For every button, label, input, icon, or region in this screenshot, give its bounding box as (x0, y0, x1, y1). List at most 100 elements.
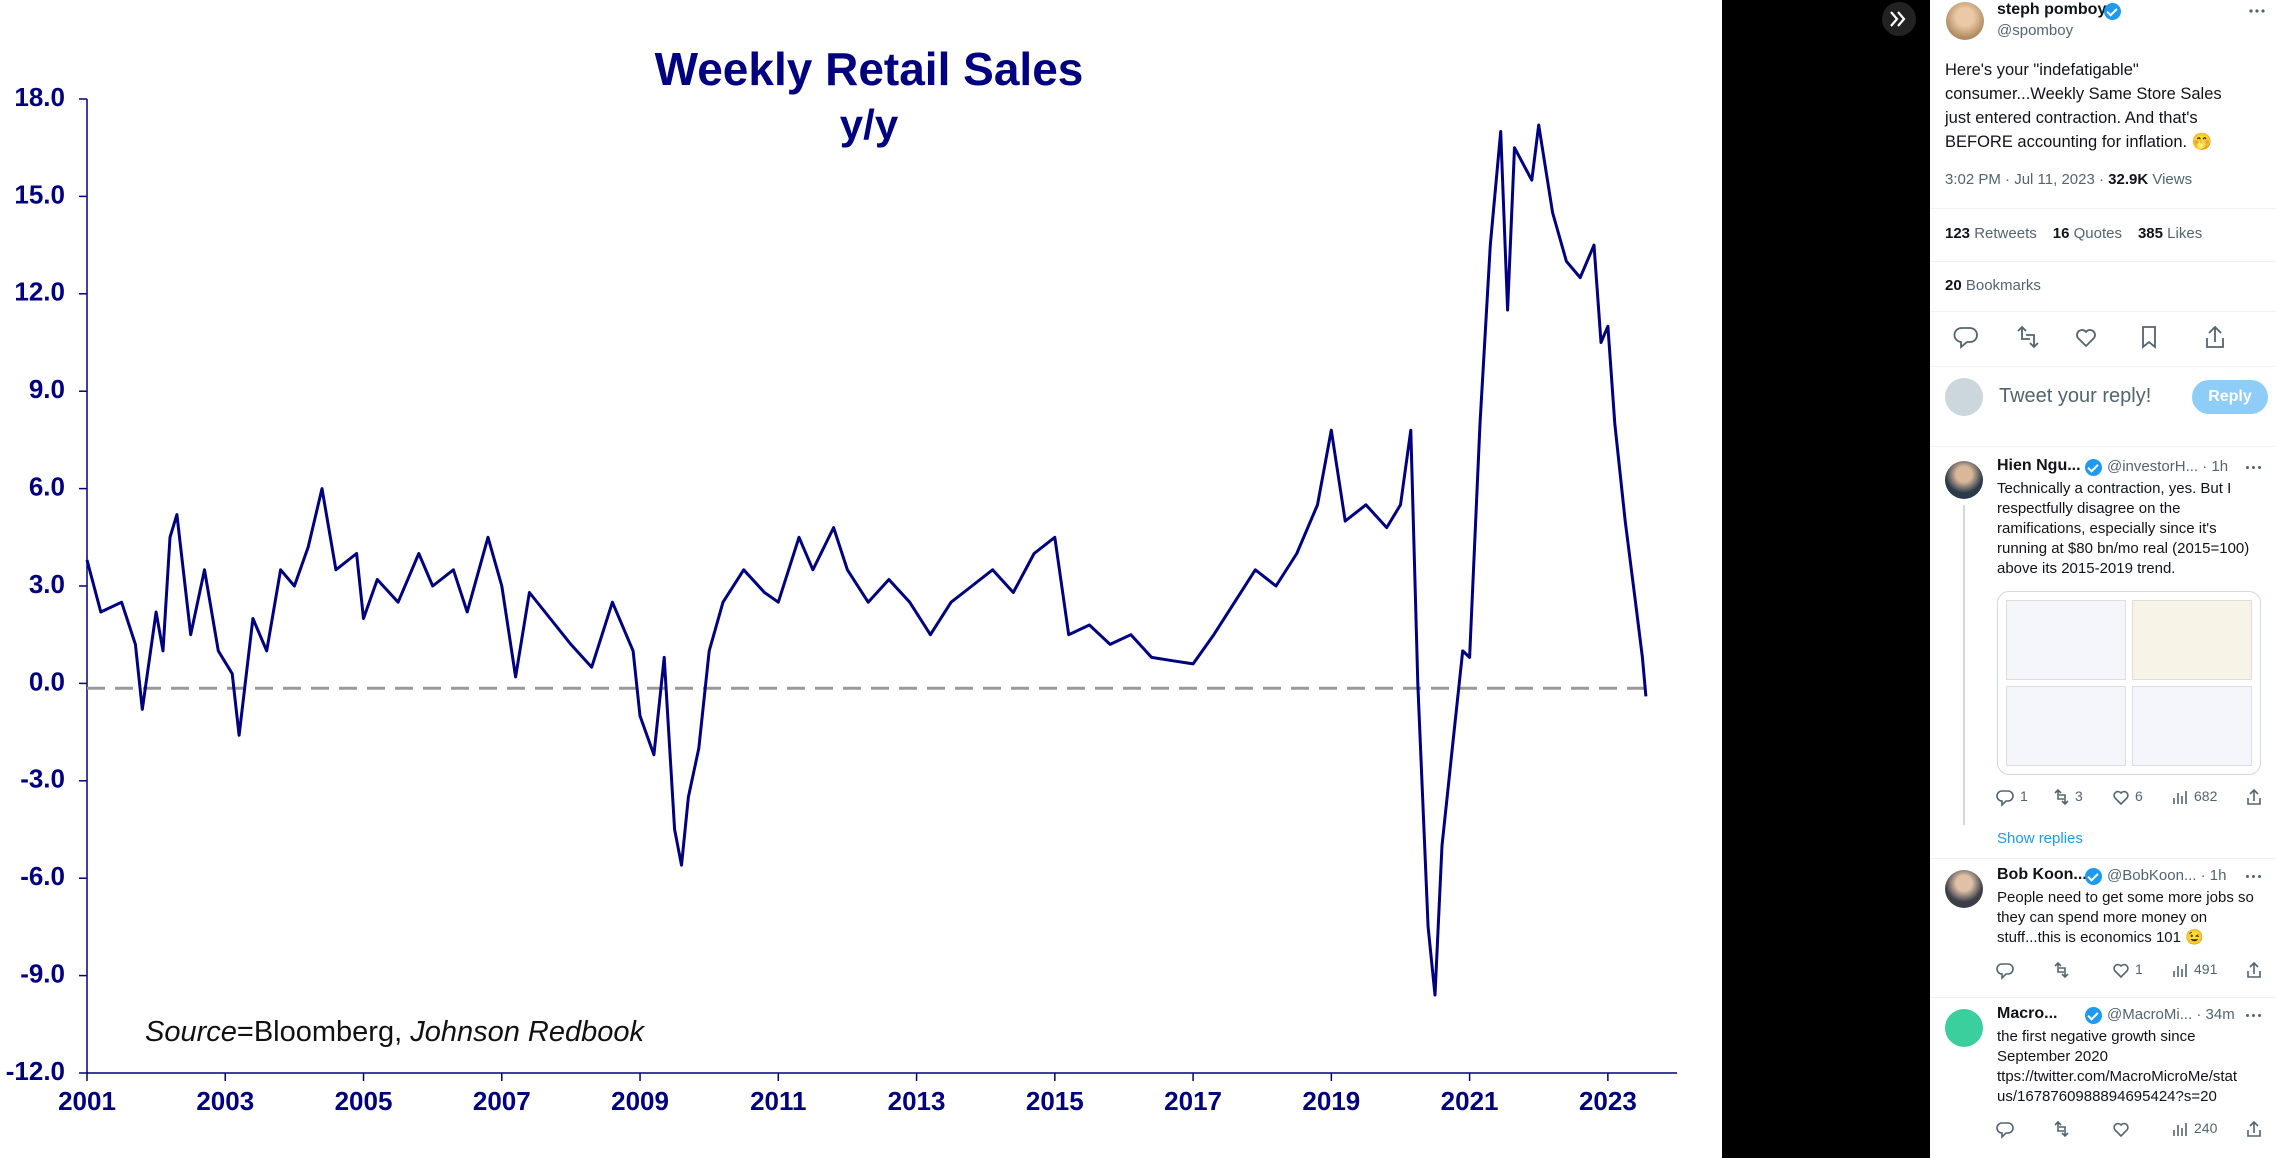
reply-name[interactable]: Hien Ngu... (1997, 457, 2081, 474)
replies-icon[interactable] (1996, 1122, 2014, 1139)
tweet-line: just entered contraction. And that's (1945, 109, 2198, 127)
x-tick-label: 2023 (1579, 1086, 1637, 1116)
reply-name[interactable]: Bob Koon... (1997, 866, 2087, 883)
image-panel (2006, 686, 2126, 766)
y-tick-label: 3.0 (29, 569, 65, 599)
author-name[interactable]: steph pomboy (1997, 1, 2107, 18)
y-tick-label: 15.0 (14, 179, 65, 209)
likes-icon[interactable] (2113, 790, 2129, 806)
views-count: 682 (2194, 788, 2218, 804)
x-tick-label: 2017 (1164, 1086, 1222, 1116)
author-handle[interactable]: @spomboy (1997, 22, 2074, 39)
tweet-meta: 3:02 PM · Jul 11, 2023 · 32.9K Views (1945, 171, 2192, 188)
replies-icon[interactable] (1996, 963, 2014, 980)
tweet-line: BEFORE accounting for inflation. 🤭 (1945, 133, 2213, 151)
y-tick-label: -6.0 (20, 861, 65, 891)
stat-count: 16 (2052, 225, 2070, 242)
reply-avatar[interactable] (1945, 870, 1983, 908)
y-tick-label: -12.0 (6, 1056, 65, 1086)
action-bar (1953, 325, 2224, 349)
more-button[interactable] (2248, 9, 2266, 13)
y-tick-label: -9.0 (20, 958, 65, 988)
stat-label: Likes (2167, 225, 2203, 242)
engagement-stats: 123 Retweets 16 Quotes 385 Likes (1945, 225, 2218, 242)
divider (1930, 311, 2276, 312)
divider (1930, 208, 2276, 209)
retweets-icon[interactable] (2054, 1120, 2069, 1138)
divider (1930, 858, 2276, 859)
tweet-text: Here's your "indefatigable" consumer...We… (1945, 58, 2222, 154)
verified-badge (2085, 1007, 2102, 1024)
share-icon[interactable] (2206, 325, 2224, 348)
x-tick-label: 2005 (335, 1086, 393, 1116)
stat[interactable]: 385 Likes (2138, 225, 2202, 242)
reply-avatar[interactable] (1945, 461, 1983, 499)
views-icon[interactable] (2173, 791, 2187, 804)
reply-avatar[interactable] (1945, 1009, 1983, 1047)
dot (2258, 466, 2261, 469)
reply-more[interactable] (2246, 466, 2264, 470)
reply-handle[interactable]: @MacroMi... · 34m (2107, 1006, 2235, 1023)
reply-image[interactable] (1997, 591, 2261, 775)
replies-icon[interactable] (1996, 790, 2014, 807)
y-tick-label: 6.0 (29, 471, 65, 501)
chart-subtitle: y/y (840, 101, 899, 148)
reply-line: ramifications, especially since it's (1997, 520, 2217, 537)
collapse-button[interactable] (1880, 0, 1920, 40)
reply-line: us/1678760988894695424?s=20 (1997, 1088, 2217, 1105)
reply-text: People need to get some more jobs so they… (1997, 888, 2254, 948)
reply-text: the first negative growth since September… (1997, 1027, 2237, 1107)
button-bg (1882, 2, 1916, 36)
views-icon[interactable] (2173, 1123, 2187, 1136)
share-icon[interactable] (2247, 1120, 2261, 1137)
stat[interactable]: 16 Quotes (2053, 225, 2122, 242)
divider (1930, 366, 2276, 367)
tweet-time: 3:02 PM · Jul 11, 2023 · (1945, 171, 2104, 188)
views-icon[interactable] (2173, 964, 2187, 977)
dot (2252, 875, 2255, 878)
reply-line: running at $80 bn/mo real (2015=100) (1997, 540, 2250, 557)
reply-input[interactable]: Tweet your reply! (1999, 385, 2152, 407)
tweet-line: consumer...Weekly Same Store Sales (1945, 85, 2222, 103)
y-tick-label: 12.0 (14, 277, 65, 307)
y-tick-label: -3.0 (20, 764, 65, 794)
reply-icon[interactable] (1953, 327, 1978, 349)
chevrons (1890, 11, 1906, 27)
source-note: Source=Bloomberg, Johnson Redbook (145, 1016, 645, 1048)
chart-title: Weekly Retail Sales (655, 43, 1084, 95)
retweets-icon[interactable] (2054, 961, 2069, 979)
reply-line: the first negative growth since (1997, 1028, 2196, 1045)
likes-icon[interactable] (2113, 1122, 2129, 1138)
dot (2246, 1014, 2249, 1017)
like-icon[interactable] (2076, 329, 2096, 348)
stat-label: Retweets (1974, 225, 2037, 242)
stat[interactable]: 123 Retweets (1945, 225, 2037, 242)
show-replies[interactable]: Show replies (1997, 830, 2083, 847)
likes-count: 1 (2135, 961, 2143, 977)
likes-count: 6 (2135, 788, 2143, 804)
retweets-icon[interactable] (2054, 788, 2069, 806)
reply-handle[interactable]: @BobKoon... · 1h (2107, 867, 2227, 884)
share-icon[interactable] (2247, 961, 2261, 978)
source-name: Johnson Redbook (409, 1016, 645, 1048)
reply-line: Technically a contraction, yes. But I (1997, 480, 2232, 497)
retweets-count: 3 (2075, 788, 2083, 804)
likes-icon[interactable] (2113, 963, 2129, 979)
reply-handle[interactable]: @investorH... · 1h (2107, 458, 2229, 475)
reply-name[interactable]: Macro... (1997, 1005, 2058, 1022)
x-tick-label: 2019 (1302, 1086, 1360, 1116)
retweet-icon[interactable] (2017, 325, 2039, 349)
reply-button[interactable]: Reply (2192, 380, 2268, 414)
reply-more[interactable] (2246, 875, 2264, 879)
stat-label: Quotes (2073, 225, 2122, 242)
verified-badge (2085, 868, 2102, 885)
author-avatar[interactable] (1946, 2, 1984, 40)
reply-more[interactable] (2246, 1014, 2264, 1018)
bookmark-icon[interactable] (2142, 326, 2156, 349)
divider (1930, 446, 2276, 447)
share-icon[interactable] (2247, 788, 2261, 805)
reply-actions (1996, 961, 2261, 980)
x-tick-label: 2015 (1026, 1086, 1084, 1116)
data-line (85, 123, 1648, 997)
